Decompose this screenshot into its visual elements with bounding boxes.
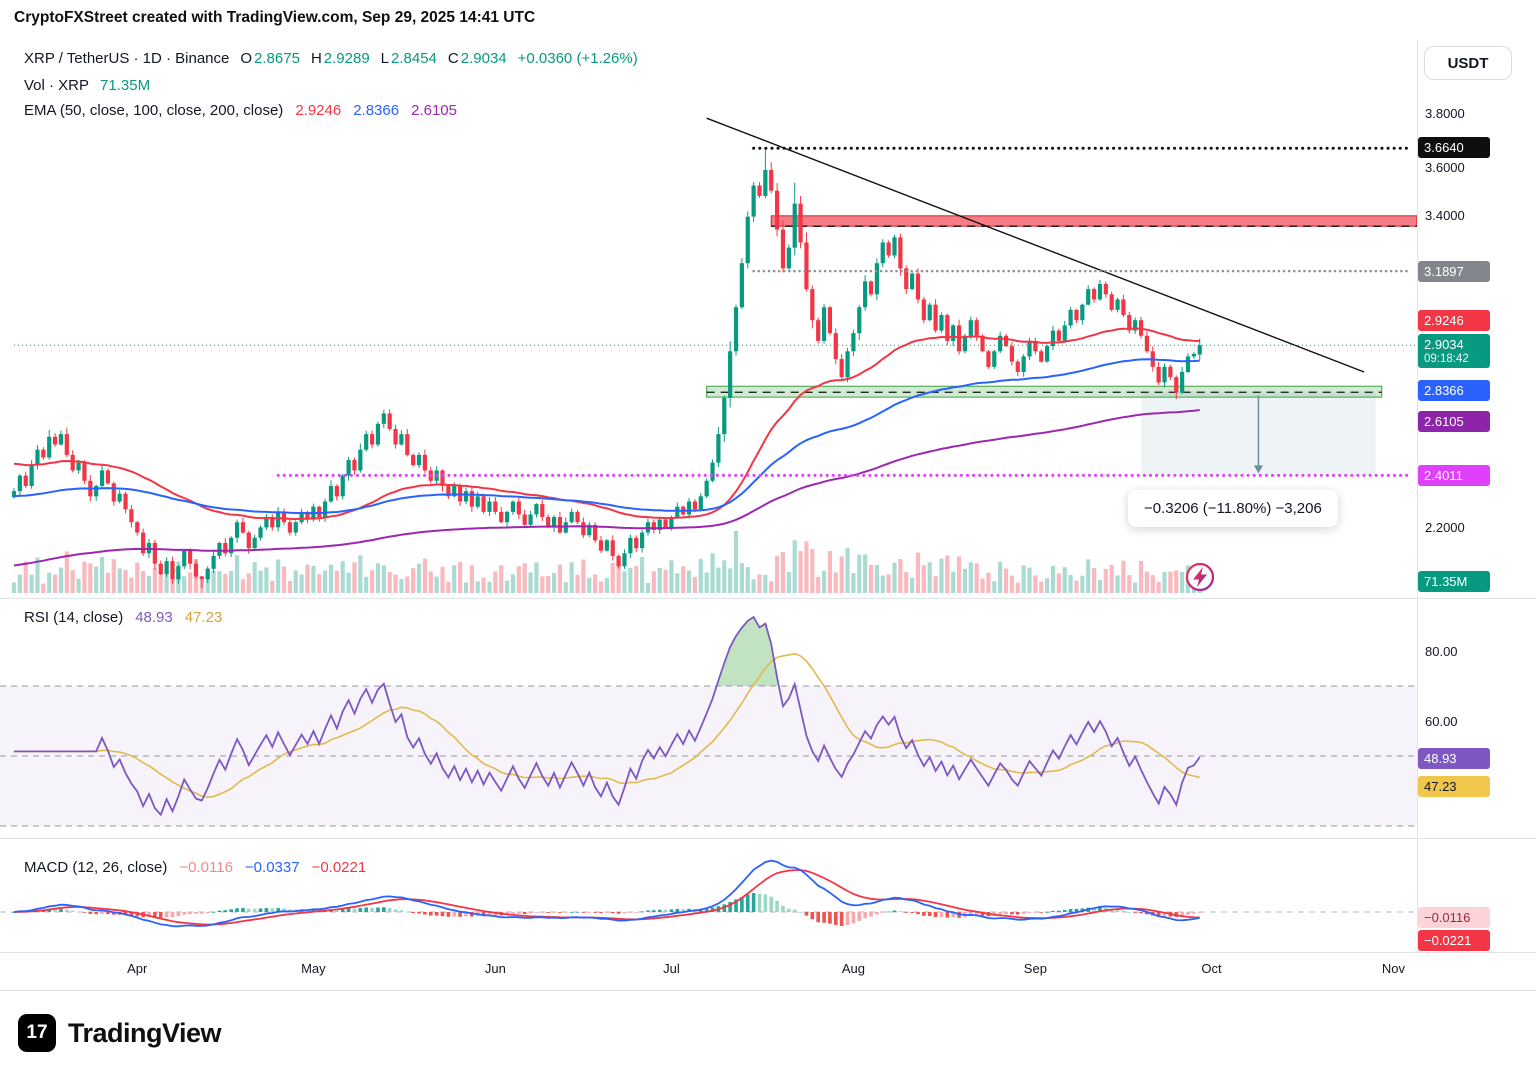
- volume-legend: Vol · XRP 71.35M: [24, 77, 151, 94]
- macd-legend: MACD (12, 26, close) −0.0116 −0.0337 −0.022…: [24, 859, 367, 876]
- price-axis-tick: 3.8000: [1425, 106, 1465, 121]
- price-axis-badge: 2.4011: [1418, 465, 1490, 486]
- rsi-ma-value: 47.23: [184, 609, 223, 626]
- time-axis-label-aug: Aug: [841, 961, 865, 976]
- macd-axis-badge: −0.0221: [1418, 930, 1490, 951]
- page-title: CryptoFXStreet created with TradingView.…: [14, 9, 536, 26]
- tradingview-brand[interactable]: TradingView: [68, 1018, 222, 1048]
- price-axis-tick: 3.6000: [1425, 160, 1465, 175]
- currency-toggle-button[interactable]: USDT: [1424, 46, 1512, 80]
- price-legend: XRP / TetherUS · 1D · Binance O 2.8675 H 2.9…: [24, 50, 638, 67]
- rsi-legend: RSI (14, close) 48.93 47.23: [24, 609, 223, 626]
- high-value: 2.9289: [323, 50, 370, 67]
- price-axis-badge: 2.8366: [1418, 380, 1490, 401]
- time-axis[interactable]: [0, 952, 1536, 990]
- volume-value: 71.35M: [100, 77, 151, 94]
- low-value: 2.8454: [391, 50, 437, 67]
- time-axis-label-jul: Jul: [663, 961, 680, 976]
- rsi-axis-tick: 80.00: [1425, 644, 1458, 659]
- time-axis-label-jun: Jun: [484, 961, 506, 976]
- ema200-value: 2.6105: [411, 102, 457, 119]
- change-value: +0.0360 (+1.26%): [517, 50, 638, 67]
- price-axis-badge: 71.35M: [1418, 571, 1490, 592]
- time-axis-label-apr: Apr: [127, 961, 148, 976]
- measure-tooltip: −0.3206 (−11.80%) −3,206: [1128, 490, 1338, 527]
- symbol-title: XRP / TetherUS · 1D · Binance: [24, 50, 230, 67]
- macd-line-value: −0.0337: [244, 859, 300, 876]
- price-axis-tick: 2.2000: [1425, 520, 1465, 535]
- price-axis-badge: 2.6105: [1418, 411, 1490, 432]
- time-axis-label-oct: Oct: [1201, 961, 1222, 976]
- time-axis-label-nov: Nov: [1381, 961, 1405, 976]
- macd-axis-badge: −0.0116: [1418, 907, 1490, 928]
- macd-hist-value: −0.0116: [179, 859, 233, 876]
- flash-icon[interactable]: [1185, 562, 1215, 592]
- price-axis-badge: 3.6640: [1418, 137, 1490, 158]
- close-value: 2.9034: [460, 50, 507, 67]
- price-axis-badge: 2.9246: [1418, 310, 1490, 331]
- rsi-value: 48.93: [135, 609, 173, 626]
- time-axis-label-sep: Sep: [1023, 961, 1047, 976]
- macd-signal-value: −0.0221: [311, 859, 367, 876]
- countdown-timer: 09:18:42: [1424, 353, 1469, 365]
- rsi-axis-tick: 60.00: [1425, 714, 1458, 729]
- time-axis-label-may: May: [301, 961, 326, 976]
- ema-legend: EMA (50, close, 100, close, 200, close) 2…: [24, 102, 457, 119]
- price-axis-tick: 3.4000: [1425, 208, 1465, 223]
- chart-canvas[interactable]: [0, 0, 1536, 1000]
- price-scale-axis[interactable]: [1417, 40, 1536, 952]
- price-axis-badge: 2.9034 09:18:42: [1418, 334, 1490, 368]
- rsi-axis-badge: 48.93: [1418, 748, 1490, 769]
- ema50-value: 2.9246: [295, 102, 342, 119]
- open-value: 2.8675: [254, 50, 300, 67]
- rsi-axis-badge: 47.23: [1418, 776, 1490, 797]
- ema100-value: 2.8366: [353, 102, 400, 119]
- tradingview-logo-icon[interactable]: 17: [18, 1014, 56, 1052]
- price-axis-badge: 3.1897: [1418, 261, 1490, 282]
